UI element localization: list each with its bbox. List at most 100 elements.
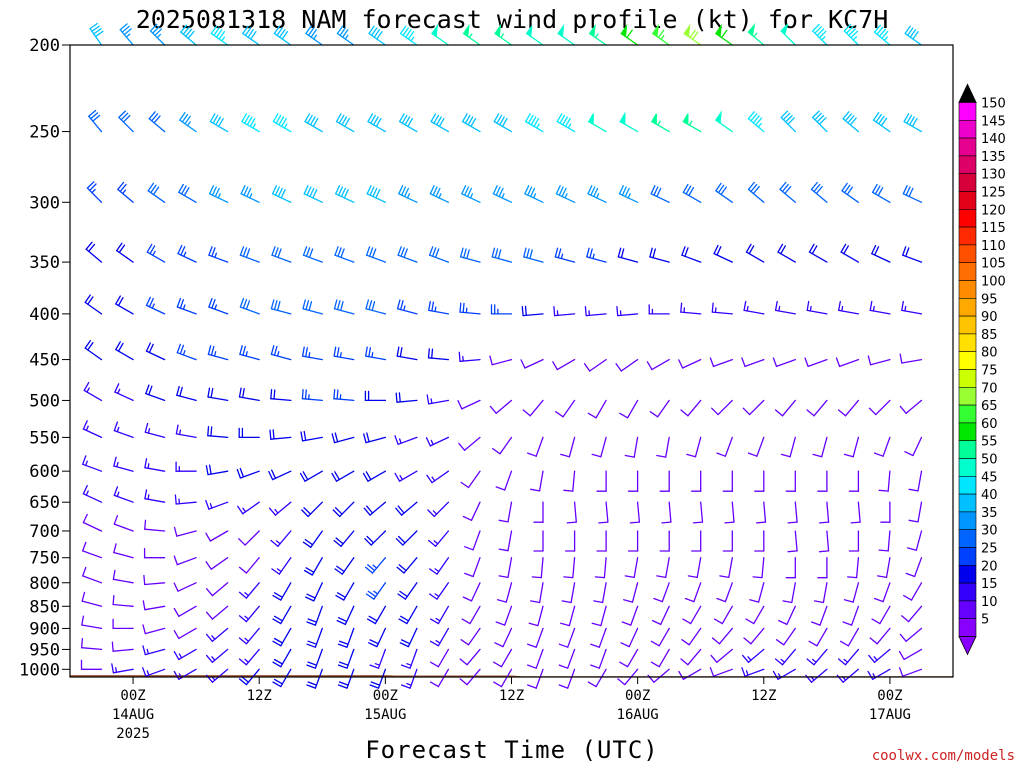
wind-barb	[173, 648, 197, 661]
colorbar-label: 60	[981, 417, 998, 432]
barb-staff	[620, 358, 639, 372]
colorbar-label: 35	[981, 506, 998, 521]
barb-flag	[184, 115, 191, 125]
barb-flag	[302, 541, 312, 548]
wind-barb	[908, 501, 923, 523]
colorbar-label: 10	[981, 595, 998, 610]
wind-barb	[272, 605, 292, 625]
barb-flag	[305, 25, 312, 35]
wind-barb	[533, 530, 544, 552]
barb-flag	[336, 619, 347, 626]
barb-flag	[344, 117, 350, 128]
wind-barb	[429, 627, 450, 647]
wind-barb	[491, 247, 513, 263]
barb-half-flag	[186, 121, 191, 127]
wind-barb	[533, 501, 544, 523]
barb-flag	[495, 621, 506, 626]
barb-half-flag	[275, 540, 281, 545]
barb-flag	[238, 658, 248, 666]
wind-barb	[558, 668, 576, 689]
wind-barb	[331, 470, 355, 482]
wind-barb	[872, 112, 891, 133]
wind-barb	[464, 557, 481, 578]
credit-label[interactable]: coolwx.com/models	[872, 748, 1015, 764]
barb-flag	[899, 353, 903, 364]
wind-barb	[144, 422, 166, 439]
barb-flag	[300, 431, 304, 442]
wind-barb	[113, 515, 134, 532]
colorbar-swatch	[958, 351, 977, 370]
barb-staff	[144, 528, 166, 532]
wind-barb	[111, 641, 134, 652]
barb-staff	[869, 358, 891, 366]
barb-staff	[665, 436, 670, 458]
wind-barb	[335, 113, 355, 133]
barb-flag	[239, 246, 245, 256]
wind-barb	[564, 530, 576, 552]
barb-half-flag	[373, 590, 379, 595]
barb-flag	[366, 432, 370, 443]
barb-flag	[112, 594, 115, 606]
wind-barb	[785, 557, 796, 579]
barb-staff	[245, 557, 260, 574]
barb-pennant	[747, 22, 756, 37]
wind-barb	[205, 464, 229, 476]
wind-barb	[173, 627, 197, 640]
barb-flag	[649, 411, 659, 418]
colorbar-swatch	[958, 493, 977, 513]
barb-staff	[504, 605, 513, 626]
barb-flag	[498, 575, 509, 579]
wind-barb	[239, 246, 260, 263]
wind-barb	[238, 605, 260, 623]
barb-flag	[657, 29, 665, 39]
barb-staff	[826, 530, 830, 552]
barb-flag	[278, 116, 285, 126]
barb-flag	[369, 664, 380, 669]
wind-barb	[650, 648, 670, 668]
barb-flag	[812, 453, 823, 458]
barb-staff	[502, 627, 513, 648]
barb-staff	[507, 530, 513, 552]
x-tick-label: 00Z	[625, 688, 650, 704]
barb-half-flag	[746, 305, 749, 312]
barb-staff	[461, 399, 481, 410]
wind-barb	[429, 605, 450, 625]
barb-staff	[556, 358, 576, 371]
barb-flag	[306, 621, 317, 626]
wind-barb	[208, 246, 229, 263]
colorbar-label: 115	[981, 221, 1006, 236]
barb-flag	[273, 345, 278, 356]
wind-barb	[147, 182, 166, 203]
barb-flag	[145, 342, 151, 352]
barb-flag	[466, 249, 470, 260]
barb-flag	[812, 110, 820, 119]
wind-barb	[462, 501, 481, 521]
wind-barb	[715, 110, 733, 133]
wind-barb	[270, 345, 292, 361]
barb-staff	[744, 358, 765, 368]
barb-staff	[724, 436, 733, 457]
barb-flag	[365, 471, 372, 481]
barb-flag	[558, 664, 569, 669]
wind-barb	[787, 530, 798, 553]
barb-staff	[907, 605, 923, 623]
barb-staff	[573, 501, 577, 523]
barb-flag	[272, 661, 282, 668]
barb-flag	[143, 574, 146, 586]
barb-half-flag	[213, 351, 217, 357]
barb-half-flag	[211, 656, 216, 661]
barb-flag	[495, 186, 501, 196]
barb-staff	[712, 668, 733, 677]
barb-flag	[867, 355, 872, 366]
wind-barb	[903, 113, 923, 133]
wind-barb	[461, 113, 481, 133]
barb-flag	[624, 575, 635, 579]
barb-staff	[657, 399, 670, 418]
barb-flag	[148, 297, 154, 308]
barb-flag	[367, 564, 376, 572]
barb-flag	[400, 615, 410, 622]
wind-barb	[82, 484, 103, 503]
barb-flag	[752, 115, 760, 124]
wind-barb	[843, 582, 860, 603]
barb-flag	[336, 565, 345, 573]
